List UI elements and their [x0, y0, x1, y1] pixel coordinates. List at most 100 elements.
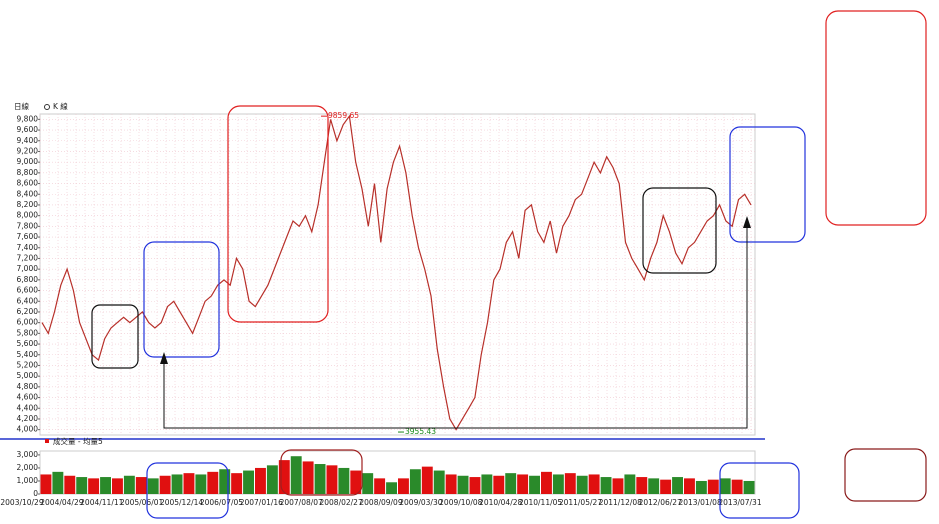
- volume-bar: [350, 470, 362, 494]
- y-tick-label: 5,200: [17, 360, 39, 369]
- highlight-box: [280, 449, 363, 496]
- y-tick-label: 3,000: [17, 450, 39, 459]
- volume-bar: [88, 478, 100, 494]
- volume-bar: [636, 477, 648, 494]
- x-tick-label: 2003/10/29: [0, 498, 43, 507]
- x-tick-label: 2012/06/27: [639, 498, 682, 507]
- min-label: 3955.43: [405, 427, 436, 436]
- y-tick-label: 6,800: [17, 275, 39, 284]
- volume-bar: [505, 473, 517, 494]
- x-tick-label: 2011/12/08: [599, 498, 642, 507]
- volume-bar: [493, 475, 505, 494]
- y-tick-label: 7,800: [17, 221, 39, 230]
- y-tick-label: 8,200: [17, 200, 39, 209]
- volume-bar: [338, 467, 350, 494]
- legend-symbol: [44, 104, 50, 110]
- volume-bar: [552, 474, 564, 494]
- volume-bar: [648, 478, 660, 494]
- x-tick-label: 2010/04/28: [479, 498, 522, 507]
- volume-bar: [278, 460, 290, 494]
- volume-bar: [529, 475, 540, 494]
- highlight-box: [91, 304, 139, 369]
- volume-bar: [314, 464, 326, 494]
- plot-frame: [39, 113, 756, 436]
- x-tick-label: 2013/01/08: [678, 498, 721, 507]
- volume-bar: [517, 474, 529, 494]
- max-label: 9859.65: [328, 111, 359, 120]
- arrow-head: [743, 216, 751, 228]
- x-tick-label: 2009/10/08: [439, 498, 482, 507]
- x-tick-label: 2007/08/07: [280, 498, 323, 507]
- x-tick-label: 2013/07/31: [718, 498, 761, 507]
- volume-bar: [588, 474, 600, 494]
- y-tick-label: 1,000: [17, 476, 39, 485]
- volume-bar: [469, 477, 481, 494]
- volume-bar: [171, 474, 183, 494]
- annotations: [91, 10, 927, 519]
- highlight-box: [143, 241, 220, 358]
- y-tick-label: 5,000: [17, 371, 39, 380]
- highlight-box: [642, 187, 717, 274]
- arrow-line: [163, 226, 748, 429]
- volume-bar: [386, 482, 397, 494]
- volume-bar: [76, 477, 88, 494]
- volume-bar: [600, 477, 612, 494]
- volume-bar: [290, 456, 302, 494]
- x-tick-label: 2009/03/30: [399, 498, 442, 507]
- volume-bar: [362, 473, 374, 494]
- volume-bar: [707, 479, 719, 494]
- volume-bar: [219, 469, 231, 494]
- x-tick-label: 2006/07/05: [200, 498, 243, 507]
- volume-bar: [64, 475, 76, 494]
- y-tick-label: 4,400: [17, 403, 39, 412]
- y-tick-label: 8,600: [17, 179, 39, 188]
- x-tick-label: 2005/12/14: [160, 498, 203, 507]
- y-tick-label: 6,000: [17, 318, 39, 327]
- volume-bar: [672, 477, 683, 494]
- y-tick-label: 9,000: [17, 157, 39, 166]
- y-tick-label: 9,200: [17, 146, 39, 155]
- volume-bar: [421, 466, 433, 494]
- x-tick-label: 2011/05/27: [559, 498, 602, 507]
- y-tick-label: 2,000: [17, 463, 39, 472]
- y-tick-label: 5,400: [17, 350, 39, 359]
- volume-frame: [39, 450, 756, 495]
- price-line: [41, 114, 752, 431]
- y-tick-label: 4,600: [17, 393, 39, 402]
- y-tick-label: 9,600: [17, 125, 39, 134]
- volume-bar: [183, 473, 195, 494]
- highlight-box: [719, 462, 800, 519]
- y-tick-label: 8,800: [17, 168, 39, 177]
- volume-bar: [576, 475, 588, 494]
- volume-legend-label: 成交量 - 均量5: [53, 436, 103, 446]
- y-tick-label: 8,400: [17, 189, 39, 198]
- volume-bar: [481, 474, 493, 494]
- volume-bar: [719, 478, 731, 494]
- y-tick-label: 4,200: [17, 414, 39, 423]
- volume-bar: [243, 470, 254, 494]
- volume-bar: [207, 471, 219, 494]
- volume-bar: [100, 477, 111, 494]
- volume-bar: [612, 478, 624, 494]
- volume-bar: [624, 474, 636, 494]
- y-tick-label: 9,400: [17, 136, 39, 145]
- legend-title: 日線: [14, 101, 29, 111]
- volume-bar: [660, 479, 672, 494]
- legend-symbol: [45, 439, 49, 443]
- y-tick-label: 5,600: [17, 339, 39, 348]
- y-tick-label: 7,600: [17, 232, 39, 241]
- volume-bar: [302, 461, 314, 494]
- volume-bar: [123, 475, 135, 494]
- volume-bar: [541, 471, 552, 494]
- x-tick-label: 2004/04/29: [40, 498, 83, 507]
- highlight-box: [729, 126, 806, 243]
- y-tick-label: 0: [33, 489, 38, 498]
- volume-bar: [743, 480, 755, 494]
- y-tick-label: 6,400: [17, 296, 39, 305]
- highlight-box: [844, 448, 927, 502]
- volume-bar: [445, 474, 457, 494]
- volume-bar: [731, 479, 743, 494]
- y-tick-label: 6,200: [17, 307, 39, 316]
- y-tick-label: 7,400: [17, 243, 39, 252]
